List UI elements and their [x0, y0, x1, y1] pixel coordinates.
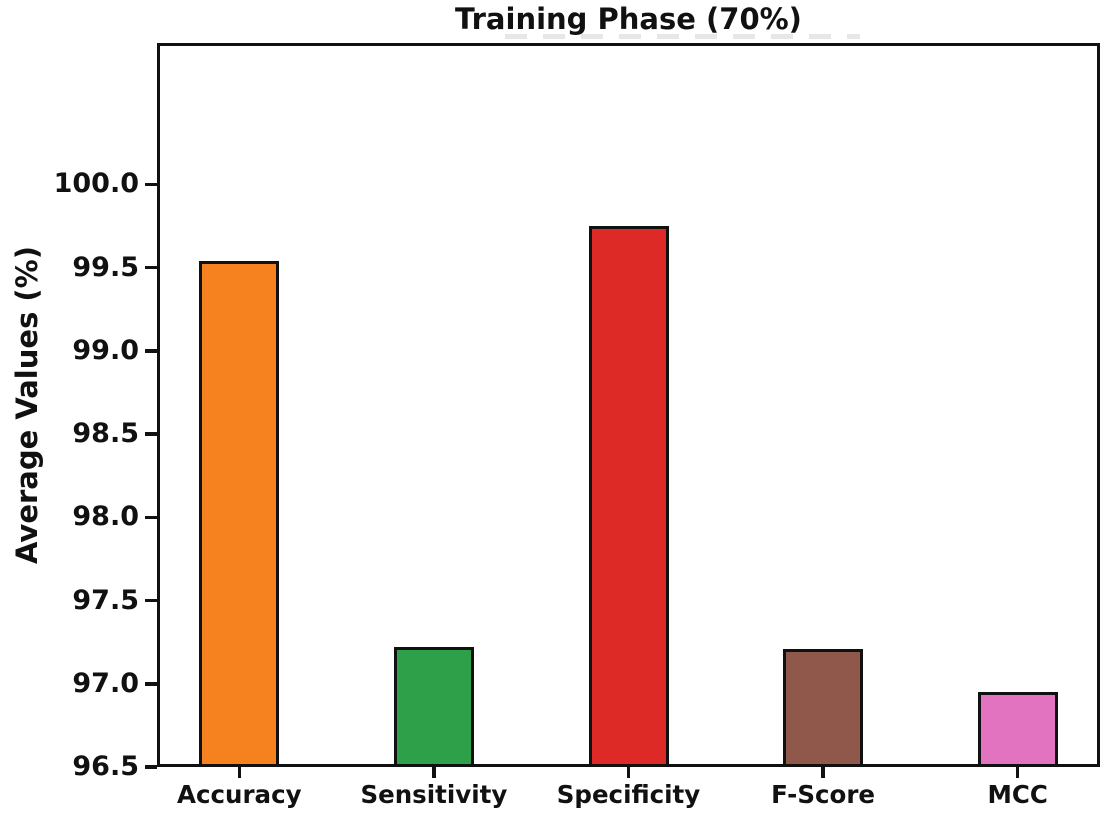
x-tick-label: Specificity — [556, 780, 701, 809]
chart-title: Training Phase (70%) — [455, 2, 802, 36]
y-tick-mark — [145, 515, 157, 520]
y-tick-label: 99.5 — [72, 251, 139, 283]
x-tick-mark — [626, 767, 631, 778]
y-tick-label: 98.5 — [72, 418, 139, 450]
y-tick-mark — [145, 682, 157, 686]
x-tick-label: F-Score — [771, 780, 876, 809]
y-tick-label: 97.5 — [72, 584, 139, 616]
bar-mcc — [977, 692, 1058, 767]
x-tick-label: Sensitivity — [360, 780, 508, 809]
y-tick-mark — [145, 349, 157, 353]
y-tick-label: 96.5 — [72, 751, 139, 782]
y-tick-label: 97.0 — [72, 667, 139, 699]
y-tick-label: 98.0 — [72, 501, 139, 533]
y-tick-mark — [145, 765, 157, 769]
y-tick-label: 99.0 — [72, 334, 139, 366]
x-tick-mark — [1015, 767, 1020, 778]
x-tick-mark — [432, 767, 436, 778]
x-tick-mark — [237, 767, 242, 778]
y-tick-mark — [145, 432, 157, 436]
bar-specificity — [588, 226, 669, 767]
bar-accuracy — [199, 261, 280, 767]
x-tick-mark — [821, 767, 825, 778]
y-tick-mark — [145, 598, 157, 603]
x-tick-label: MCC — [987, 780, 1048, 809]
bar-sensitivity — [393, 647, 474, 767]
x-tick-label: Accuracy — [177, 780, 302, 809]
y-tick-mark — [145, 182, 157, 187]
y-tick-mark — [145, 265, 157, 270]
y-tick-label: 100.0 — [53, 168, 139, 200]
cropped-text-artifact — [505, 34, 860, 39]
bar-f-score — [783, 648, 864, 767]
